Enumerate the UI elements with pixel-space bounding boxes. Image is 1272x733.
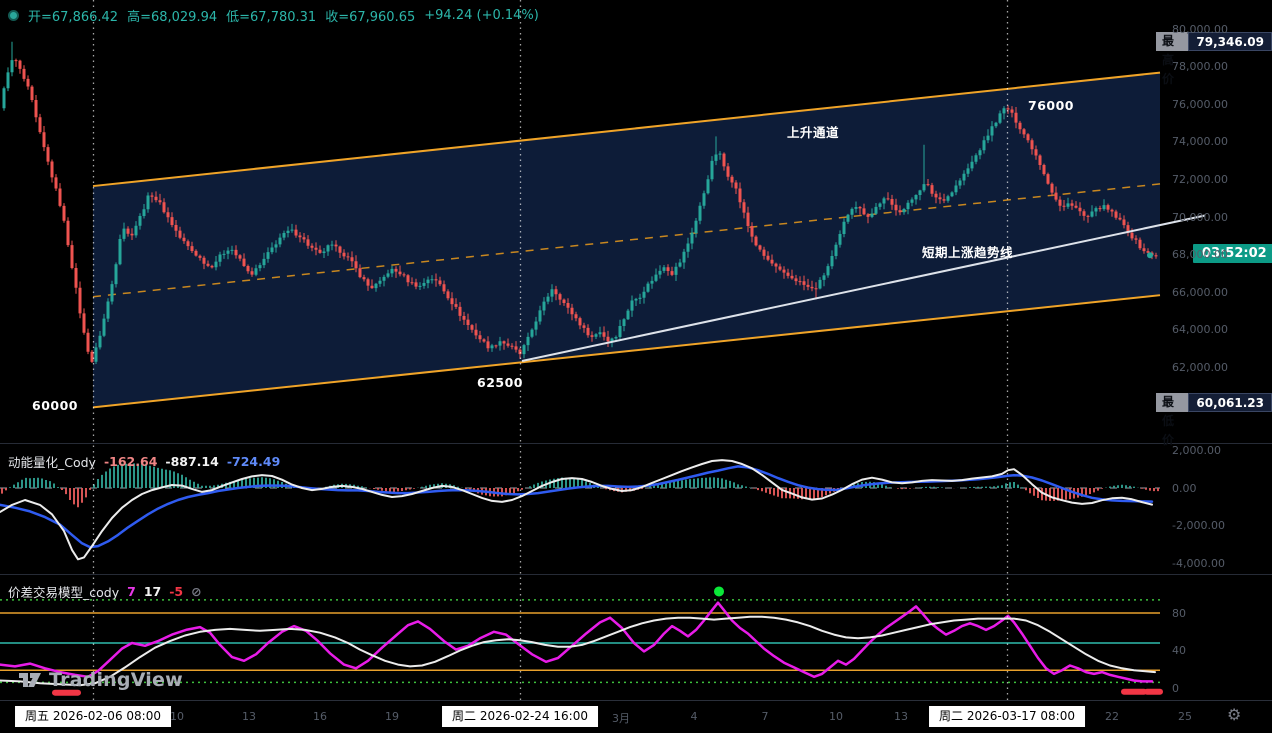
ohlc-low: 低=67,780.31 — [226, 10, 317, 25]
ascending-channel-drawing[interactable] — [92, 71, 1161, 409]
price-tick: 0.00 — [1172, 481, 1197, 495]
tradingview-logo-icon — [19, 673, 41, 687]
trendline-drawing[interactable] — [521, 214, 1206, 362]
momentum-pane-series[interactable] — [0, 459, 1160, 561]
price-tick: 68,000.00 — [1172, 248, 1228, 261]
ohlc-legend: 开=67,866.42 高=68,029.94 低=67,780.31 收=67… — [8, 6, 539, 25]
series-marker-icon — [8, 10, 19, 21]
time-tick: 16 — [313, 710, 327, 723]
momentum-title: 动能量化_Cody — [8, 455, 96, 470]
vertical-guides[interactable] — [92, 0, 1009, 700]
candlestick-series[interactable] — [2, 41, 1158, 364]
price-tick: 66,000.00 — [1172, 285, 1228, 299]
annotation-channel[interactable]: 上升通道 — [787, 125, 840, 140]
ohlc-high: 高=68,029.94 — [127, 10, 218, 25]
price-tick: -4,000.00 — [1172, 556, 1225, 570]
price-tick: 64,000.00 — [1172, 323, 1228, 336]
momentum-value-1: -162.64 — [103, 454, 158, 469]
disabled-icon[interactable]: ⊘ — [191, 584, 202, 599]
price-tick: 2,000.00 — [1172, 443, 1221, 457]
price-tick: 80,000.00 — [1172, 22, 1228, 36]
momentum-value-3: -724.49 — [226, 454, 281, 469]
model-title: 价差交易模型_cody — [8, 585, 120, 600]
price-tick: 78,000.00 — [1172, 60, 1228, 74]
ohlc-change: +94.24 (+0.14%) — [424, 8, 539, 23]
gear-icon[interactable]: ⚙ — [1227, 705, 1242, 724]
annotation-peak[interactable]: 76000 — [1028, 98, 1074, 113]
time-tick: 3月 — [612, 712, 630, 725]
lowest-price-badge: 最低价 60,061.23 — [1156, 393, 1272, 447]
time-tick: 10 — [829, 710, 843, 723]
time-tick: 13 — [242, 710, 256, 723]
model-pane-series[interactable] — [0, 586, 1163, 696]
time-badge-1: 周五 2026-02-06 08:00 — [15, 706, 171, 727]
price-tick: 74,000.00 — [1172, 135, 1228, 149]
bar-countdown-badge[interactable]: 03:52:02 — [1193, 244, 1272, 264]
time-tick: 22 — [1105, 710, 1119, 723]
momentum-value-2: -887.14 — [165, 454, 219, 469]
price-tick: 80 — [1172, 606, 1186, 620]
time-badge-3: 周二 2026-03-17 08:00 — [929, 706, 1085, 727]
ohlc-open: 开=67,866.42 — [28, 10, 119, 25]
time-tick: 7 — [761, 710, 769, 723]
time-tick: 25 — [1178, 710, 1192, 723]
model-value-1: 7 — [127, 584, 136, 599]
highest-price-badge: 最高价 79,346.09 — [1156, 31, 1272, 86]
annotation-trendline[interactable]: 短期上涨趋势线 — [922, 245, 1014, 260]
ohlc-close: 收=67,960.65 — [325, 10, 416, 25]
pane-separator-1[interactable] — [0, 443, 1272, 444]
price-tick: 72,000.00 — [1172, 172, 1228, 186]
tradingview-logo-text: TradingView — [49, 669, 183, 691]
price-tick: 70,000.00 — [1172, 210, 1228, 224]
time-scale[interactable]: 周五 2026-02-06 08:00 周二 2026-02-24 16:00 … — [0, 700, 1272, 733]
price-tick: 40 — [1172, 644, 1186, 657]
model-legend: 价差交易模型_cody 7 17 -5 ⊘ — [8, 582, 202, 601]
time-badge-2: 周二 2026-02-24 16:00 — [442, 706, 598, 727]
pane-separator-2[interactable] — [0, 574, 1272, 575]
price-scale[interactable]: 最高价 79,346.09 03:52:02 最低价 60,061.23 80,… — [1156, 0, 1272, 700]
model-value-3: -5 — [169, 584, 184, 599]
time-tick: 13 — [894, 710, 908, 723]
momentum-legend: 动能量化_Cody -162.64 -887.14 -724.49 — [8, 452, 280, 471]
price-tick: 76,000.00 — [1172, 97, 1228, 111]
annotation-dip[interactable]: 62500 — [477, 375, 523, 390]
last-price-dot[interactable] — [1147, 252, 1153, 259]
price-tick: -2,000.00 — [1172, 519, 1225, 532]
time-tick: 4 — [690, 710, 698, 723]
price-tick: 0 — [1172, 681, 1179, 695]
annotation-base[interactable]: 60000 — [32, 398, 78, 413]
model-value-2: 17 — [143, 584, 162, 599]
time-tick: 19 — [385, 710, 399, 723]
price-tick: 62,000.00 — [1172, 360, 1228, 374]
time-tick: 10 — [170, 710, 184, 723]
tradingview-logo[interactable]: TradingView — [18, 668, 183, 692]
